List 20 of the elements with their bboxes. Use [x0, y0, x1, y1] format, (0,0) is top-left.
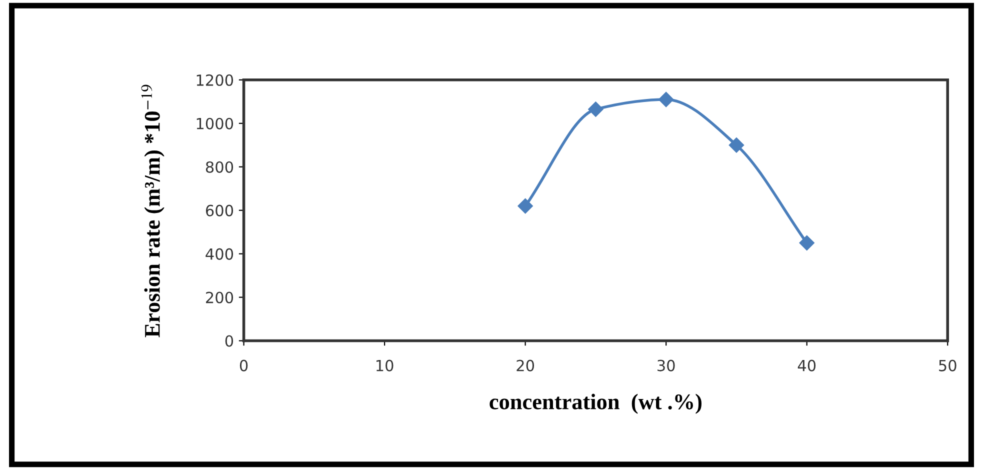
- y-tick-label: 800: [206, 161, 234, 173]
- y-axis-title: Erosion rate (m³/m) *10$^{−19}$: [141, 84, 164, 338]
- y-tick-label: 200: [206, 292, 234, 304]
- x-tick-label: 50: [939, 360, 956, 372]
- y-tick-label: 400: [206, 248, 234, 260]
- point: [728, 138, 744, 153]
- x-tick-label: 0: [240, 360, 248, 372]
- x-axis-title: concentration (wt .%): [490, 394, 702, 414]
- y-tick-label: 600: [206, 204, 234, 216]
- y-tick-label: 1200: [196, 74, 234, 86]
- point: [518, 198, 533, 214]
- x-tick-label: 20: [516, 360, 534, 372]
- x-tick-label: 30: [658, 360, 675, 372]
- y-tick-label: 1000: [196, 118, 234, 130]
- point: [588, 102, 604, 117]
- y-tick-label: 0: [225, 335, 234, 347]
- point: [658, 92, 674, 108]
- point: [799, 235, 814, 250]
- x-tick-label: 40: [798, 360, 816, 372]
- x-tick-label: 10: [376, 360, 394, 372]
